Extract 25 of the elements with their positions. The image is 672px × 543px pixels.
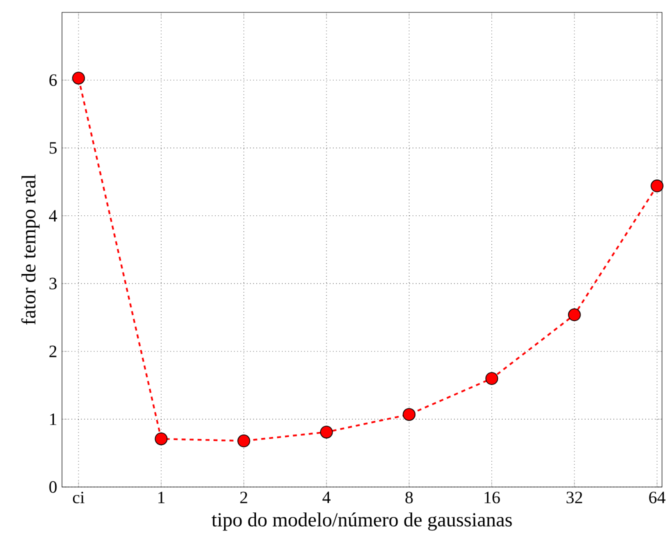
y-tick-label: 0 xyxy=(49,481,57,493)
x-tick-label: 16 xyxy=(484,492,500,504)
y-tick-label: 1 xyxy=(50,413,56,425)
point xyxy=(650,180,664,192)
x-tick-label: 8 xyxy=(405,492,413,504)
x-tick-label: 32 xyxy=(566,492,582,504)
y-tick-label: 2 xyxy=(49,346,56,358)
y-tick-label: 4 xyxy=(49,210,58,222)
point xyxy=(154,432,168,446)
y-tick-label: 5 xyxy=(50,142,57,154)
x-axis-title: tipo do modelo/número de gaussianas xyxy=(212,512,512,531)
y-tick-label: 3 xyxy=(50,278,57,290)
x-tick-label: 64 xyxy=(649,492,666,504)
x-tick-label: 1 xyxy=(158,492,164,504)
point xyxy=(485,372,498,385)
point xyxy=(568,308,581,322)
y-axis-title: fator de tempo real xyxy=(21,174,40,325)
point xyxy=(320,426,333,438)
point xyxy=(402,408,416,421)
x-tick-label: ci xyxy=(72,492,84,504)
x-tick-label: 4 xyxy=(322,492,331,504)
y-tick-label: 6 xyxy=(49,74,57,86)
point xyxy=(72,72,85,84)
x-tick-label: 2 xyxy=(240,492,248,504)
point xyxy=(237,434,250,448)
